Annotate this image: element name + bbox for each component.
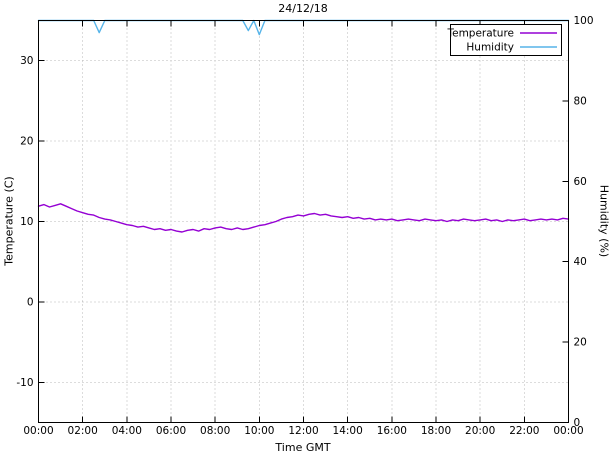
y-right-tick-label: 40 [574,256,587,268]
y-right-tick-label: 0 [574,417,581,429]
y-left-tick-label: -10 [16,377,33,389]
legend-label-humidity: Humidity [466,42,514,54]
x-tick-label: 10:00 [244,425,274,437]
y-right-tick-label: 60 [574,176,587,188]
y-right-tick-label: 80 [574,95,587,107]
y-axis-title-left: Temperature (C) [2,176,16,266]
x-tick-label: 08:00 [200,425,230,437]
y-right-tick-label: 20 [574,337,587,349]
legend-box [450,24,562,56]
x-tick-label: 22:00 [509,425,539,437]
chart-title: 24/12/18 [278,2,328,15]
x-tick-label: 16:00 [377,425,407,437]
x-tick-label: 02:00 [68,425,98,437]
y-right-tick-label: 100 [574,15,594,27]
x-tick-label: 18:00 [421,425,451,437]
x-tick-label: 12:00 [288,425,318,437]
y-axis-title-right: Humidity (%) [597,184,611,258]
x-tick-label: 00:00 [23,425,53,437]
x-tick-label: 06:00 [156,425,186,437]
series-line-temperature [37,203,570,233]
x-tick-label: 14:00 [333,425,363,437]
x-tick-label: 20:00 [465,425,495,437]
y-left-tick-label: 0 [27,296,34,308]
x-axis-title: Time GMT [275,441,331,454]
x-tick-label: 04:00 [112,425,142,437]
y-left-tick-label: 10 [20,216,33,228]
x-tick-label: 00:00 [553,425,583,437]
y-left-tick-label: 30 [20,55,33,67]
legend-label-temperature: Temperature [446,28,514,40]
y-left-tick-label: 20 [20,136,33,148]
